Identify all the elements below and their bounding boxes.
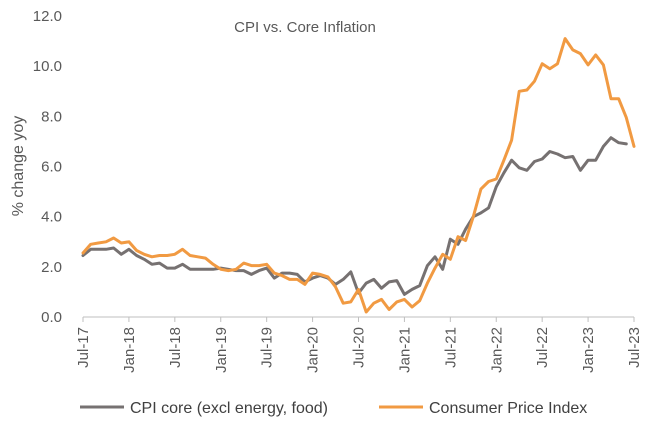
x-tick-label: Jul-22 — [534, 327, 551, 368]
x-tick-label: Jul-23 — [626, 327, 643, 368]
y-tick-label: 8.0 — [41, 108, 62, 125]
y-tick-label: 0.0 — [41, 309, 62, 326]
legend-label-1: CPI core (excl energy, food) — [130, 400, 328, 417]
x-tick-label: Jul-20 — [351, 327, 368, 368]
y-tick-label: 2.0 — [41, 259, 62, 276]
y-tick-label: 10.0 — [33, 58, 62, 75]
x-tick-label: Jan-18 — [121, 327, 138, 373]
chart-title: CPI vs. Core Inflation — [234, 19, 376, 36]
y-tick-label: 12.0 — [33, 8, 62, 25]
x-tick-label: Jan-23 — [580, 327, 597, 373]
y-tick-label: 6.0 — [41, 159, 62, 176]
plot-area — [81, 37, 636, 314]
legend-label-2: Consumer Price Index — [429, 400, 587, 417]
x-tick-label: Jan-20 — [305, 327, 322, 373]
y-tick-label: 4.0 — [41, 209, 62, 226]
x-tick-label: Jul-19 — [259, 327, 276, 368]
x-tick-label: Jul-21 — [442, 327, 459, 368]
x-tick-label: Jul-17 — [75, 327, 92, 368]
x-tick-label: Jul-18 — [167, 327, 184, 368]
x-axis-ticks: Jul-17 Jan-18 Jul-18 Jan-19 Jul-19 Jan-20 Jul-… — [75, 317, 643, 373]
x-tick-label: Jan-22 — [488, 327, 505, 373]
series-line-2 — [81, 37, 636, 314]
legend: CPI core (excl energy, food) Consumer Pri… — [80, 400, 587, 417]
series-line-1 — [81, 136, 628, 296]
y-axis-ticks: 0.0 2.0 4.0 6.0 8.0 10.0 12.0 — [33, 8, 62, 326]
y-axis-label: % change yoy — [10, 116, 27, 217]
x-tick-label: Jan-21 — [396, 327, 413, 373]
x-tick-label: Jan-19 — [213, 327, 230, 373]
